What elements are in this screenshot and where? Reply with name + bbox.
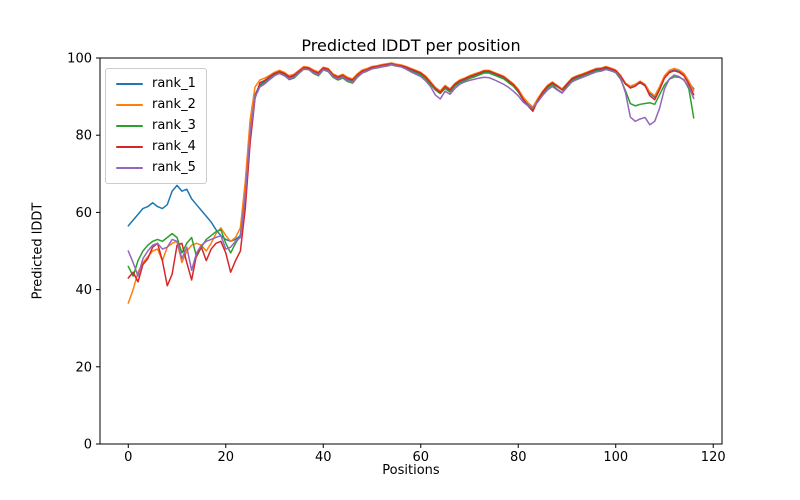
legend-line-sample [116, 104, 143, 106]
series-line-rank_2 [127, 62, 695, 304]
y-tick-label: 80 [75, 129, 92, 144]
y-tick-label: 40 [75, 283, 92, 298]
y-tick-label: 20 [75, 360, 92, 375]
series-line-rank_3 [127, 64, 695, 277]
x-tick-label: 60 [412, 450, 429, 465]
x-tick-label: 80 [510, 450, 527, 465]
chart-title: Predicted lDDT per position [301, 36, 521, 55]
legend: rank_1 rank_2 rank_3 rank_4 rank_5 [105, 68, 207, 184]
x-tick-label: 40 [315, 450, 332, 465]
legend-item-rank_1: rank_1 [116, 76, 196, 92]
series-line-rank_4 [127, 63, 695, 287]
legend-item-rank_4: rank_4 [116, 139, 196, 155]
legend-item-rank_3: rank_3 [116, 118, 196, 134]
legend-item-rank_2: rank_2 [116, 97, 196, 113]
legend-line-sample [116, 167, 143, 169]
legend-label: rank_3 [152, 118, 196, 133]
legend-label: rank_4 [152, 139, 196, 154]
x-tick-label: 0 [124, 450, 132, 465]
legend-line-sample [116, 146, 143, 148]
x-axis-label: Positions [382, 463, 440, 478]
y-axis-label: Predicted lDDT [30, 202, 46, 300]
legend-label: rank_1 [152, 76, 196, 91]
series-line-rank_1 [127, 63, 695, 243]
series-line-rank_5 [127, 63, 695, 277]
legend-line-sample [116, 83, 143, 85]
legend-item-rank_5: rank_5 [116, 160, 196, 176]
legend-label: rank_5 [152, 160, 196, 175]
legend-label: rank_2 [152, 97, 196, 112]
y-tick-label: 0 [84, 438, 92, 453]
y-tick-label: 100 [67, 52, 92, 67]
axes-frame [99, 57, 723, 445]
y-tick-label: 60 [75, 206, 92, 221]
x-tick-label: 20 [217, 450, 234, 465]
legend-line-sample [116, 125, 143, 127]
x-tick-label: 120 [701, 450, 726, 465]
x-tick-label: 100 [603, 450, 628, 465]
